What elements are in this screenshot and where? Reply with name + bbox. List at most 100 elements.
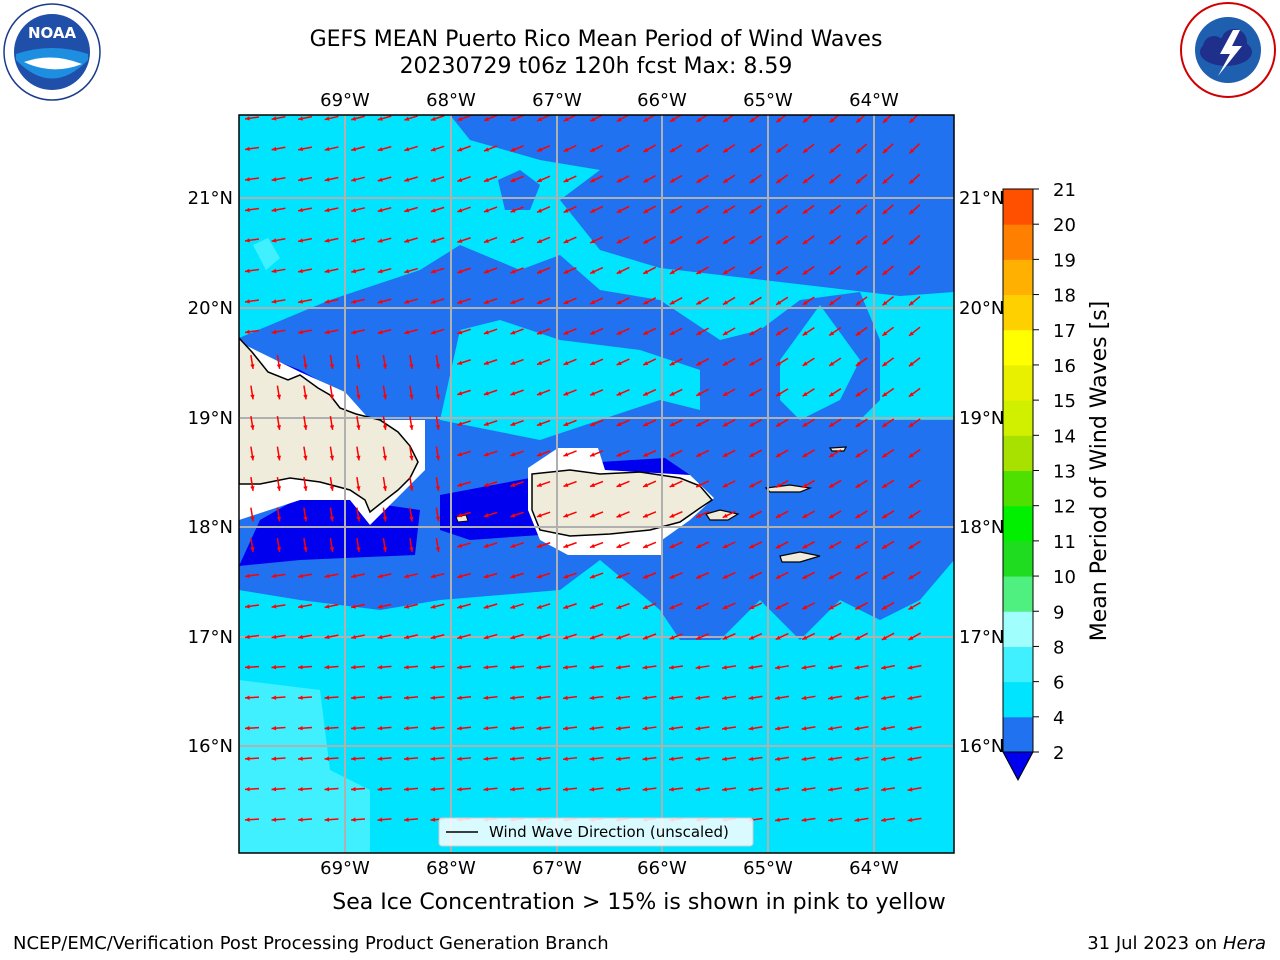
wave-arrow bbox=[409, 507, 414, 522]
wave-arrow bbox=[457, 145, 471, 152]
wave-arrow bbox=[250, 415, 255, 431]
wave-arrow bbox=[563, 328, 577, 335]
wave-arrow bbox=[722, 419, 736, 427]
period-4-6s-inlet-west bbox=[440, 320, 700, 440]
colorbar-tick-label: 16 bbox=[1053, 356, 1076, 377]
wave-arrow bbox=[324, 237, 339, 243]
wave-arrow bbox=[457, 603, 471, 609]
wave-arrow bbox=[329, 415, 335, 431]
wave-arrow bbox=[536, 144, 551, 153]
wave-arrow bbox=[907, 817, 922, 823]
wave-arrow bbox=[350, 573, 366, 579]
wave-arrow bbox=[536, 450, 551, 457]
wave-arrow bbox=[616, 419, 630, 427]
wave-arrow bbox=[324, 573, 339, 579]
wave-arrow bbox=[244, 146, 260, 152]
wave-arrow bbox=[562, 787, 578, 792]
wave-arrow bbox=[589, 419, 604, 427]
wave-arrow bbox=[510, 175, 524, 183]
lon-label-top: 68°W bbox=[426, 90, 476, 111]
wave-arrow bbox=[377, 329, 392, 335]
colorbar-segment bbox=[1003, 259, 1033, 296]
wave-arrow bbox=[668, 787, 684, 792]
wave-arrow bbox=[854, 695, 869, 701]
wave-arrow bbox=[801, 632, 816, 641]
wave-arrow bbox=[589, 480, 604, 488]
wave-arrow bbox=[828, 357, 842, 367]
wave-arrow bbox=[483, 633, 498, 640]
wave-arrow bbox=[404, 634, 418, 640]
wave-arrow bbox=[855, 418, 868, 428]
wave-arrow bbox=[356, 415, 361, 431]
wave-arrow bbox=[642, 695, 657, 700]
wave-arrow bbox=[509, 695, 525, 700]
wave-arrow bbox=[457, 389, 471, 396]
wave-arrow bbox=[907, 787, 922, 792]
wave-arrow bbox=[563, 633, 577, 640]
wave-arrow bbox=[562, 665, 578, 670]
wave-arrow bbox=[409, 385, 414, 400]
wave-arrow bbox=[908, 601, 921, 611]
lon-label-bottom: 68°W bbox=[426, 858, 476, 879]
wave-arrow bbox=[722, 266, 736, 275]
wave-arrow bbox=[356, 507, 361, 522]
wave-arrow bbox=[695, 419, 710, 427]
wave-arrow bbox=[802, 143, 815, 154]
wave-arrow bbox=[430, 634, 445, 640]
wave-arrow bbox=[456, 756, 472, 761]
wave-arrow bbox=[510, 633, 524, 640]
wave-arrow bbox=[271, 146, 286, 152]
period-2-4s-patch-ne bbox=[498, 170, 540, 210]
wave-arrow bbox=[563, 480, 577, 488]
wave-arrow bbox=[749, 266, 762, 275]
wave-arrow bbox=[510, 481, 524, 487]
wave-arrow bbox=[669, 510, 683, 519]
colorbar-segment bbox=[1003, 716, 1033, 753]
wave-arrow bbox=[642, 480, 657, 488]
wave-arrow bbox=[244, 573, 260, 579]
wave-arrow bbox=[882, 115, 893, 124]
wave-arrow bbox=[377, 237, 392, 243]
wave-arrow bbox=[510, 389, 524, 396]
wave-arrow bbox=[324, 695, 339, 700]
wave-arrow bbox=[854, 817, 869, 823]
wave-arrow bbox=[669, 327, 683, 336]
wave-arrow bbox=[616, 266, 630, 275]
lat-label-right: 18°N bbox=[959, 517, 1004, 538]
land-st-croix bbox=[779, 551, 821, 563]
wave-arrow bbox=[589, 144, 604, 153]
wave-arrow bbox=[324, 115, 339, 121]
lon-labels-bottom: 69°W 68°W 67°W 66°W 65°W 64°W bbox=[320, 858, 899, 879]
wave-arrow bbox=[244, 177, 260, 182]
period-2-4s-region-center bbox=[239, 245, 954, 640]
wave-arrow bbox=[774, 787, 790, 792]
wave-arrow bbox=[563, 419, 577, 427]
wave-arrow bbox=[749, 174, 762, 184]
wave-arrow bbox=[802, 418, 815, 428]
wave-arrow bbox=[324, 787, 339, 792]
wave-arrow bbox=[457, 237, 471, 243]
wave-arrow bbox=[350, 695, 366, 700]
wave-arrow bbox=[250, 385, 255, 400]
wave-arrow bbox=[669, 480, 683, 488]
wave-arrow bbox=[563, 267, 577, 274]
footer-credit: NCEP/EMC/Verification Post Processing Pr… bbox=[13, 933, 609, 954]
wave-arrow bbox=[589, 327, 604, 336]
wave-arrow bbox=[377, 665, 392, 670]
wave-arrow bbox=[616, 205, 630, 214]
wave-arrow bbox=[589, 602, 604, 610]
wave-arrow bbox=[722, 633, 736, 640]
wave-arrow bbox=[297, 726, 313, 731]
wave-arrow bbox=[748, 665, 763, 670]
wave-arrow bbox=[907, 756, 922, 762]
wave-arrow bbox=[695, 571, 710, 580]
period-2-4s-region-north bbox=[450, 115, 954, 296]
wave-arrow bbox=[483, 695, 498, 700]
colorbar-segment bbox=[1003, 400, 1033, 436]
wave-arrow bbox=[382, 415, 388, 431]
wave-arrow bbox=[563, 115, 577, 122]
land-vieques bbox=[705, 509, 740, 521]
wave-direction-arrows bbox=[244, 115, 922, 823]
wave-arrow bbox=[457, 359, 471, 365]
wave-arrow bbox=[297, 787, 313, 792]
